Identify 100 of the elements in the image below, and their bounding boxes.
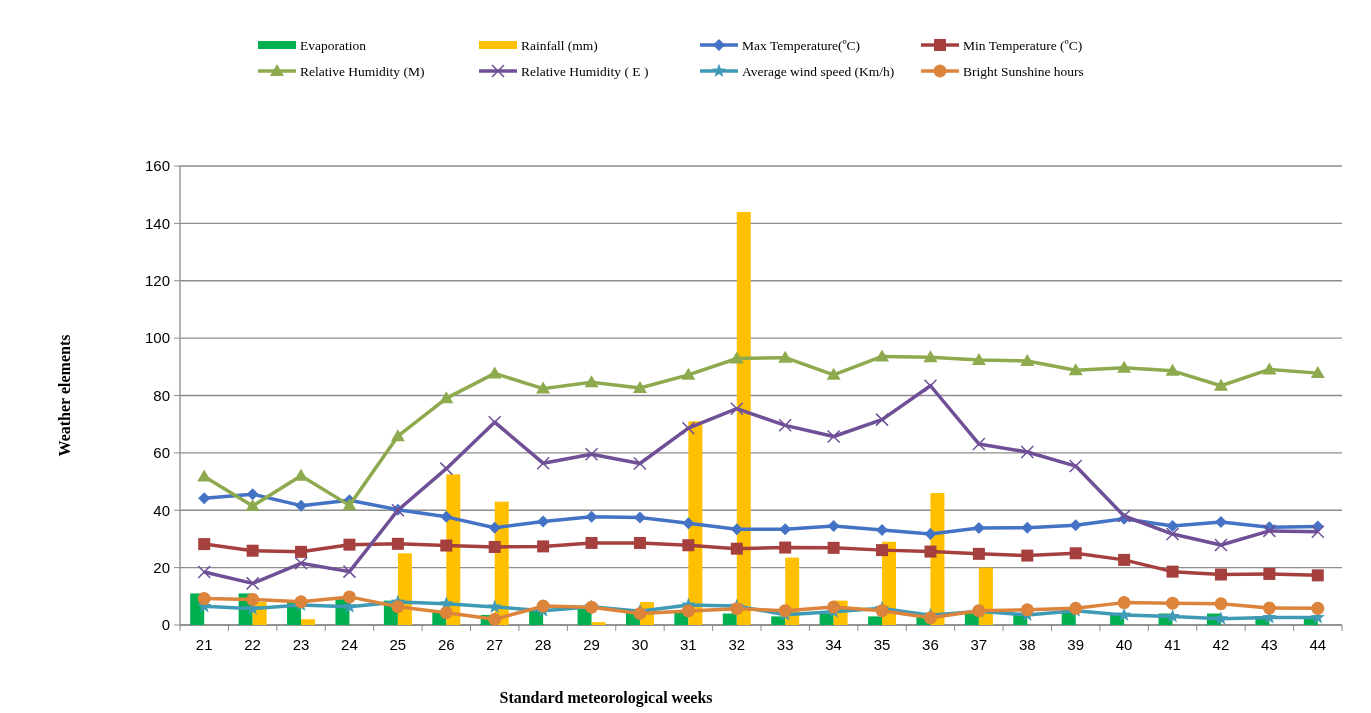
point: [730, 602, 744, 616]
point: [342, 564, 357, 579]
point: [390, 429, 405, 442]
point: [1021, 549, 1034, 562]
point: [1068, 459, 1083, 473]
x-tick-label: 33: [776, 636, 794, 653]
point: [295, 545, 308, 558]
point: [584, 447, 599, 462]
point: [1117, 596, 1131, 610]
point: [342, 498, 357, 511]
x-tick-label: 43: [1261, 636, 1278, 653]
point: [779, 523, 792, 536]
point: [342, 590, 356, 604]
point: [778, 418, 792, 433]
point: [1311, 525, 1325, 539]
x-axis-title: Standard meteorological weeks: [499, 689, 713, 707]
point: [1116, 607, 1132, 622]
bar: [722, 613, 737, 625]
y-tick-label: 160: [144, 157, 170, 175]
point: [682, 517, 695, 530]
legend-label: Evaporation: [300, 38, 367, 53]
point: [246, 544, 259, 557]
point: [1165, 608, 1180, 623]
point: [487, 599, 502, 613]
point: [924, 545, 937, 558]
point: [972, 547, 985, 560]
point: [681, 367, 696, 380]
x-tick-label: 44: [1309, 636, 1327, 653]
point: [923, 379, 938, 393]
point: [1262, 524, 1277, 538]
x-tick-label: 37: [970, 636, 988, 653]
point: [439, 391, 454, 404]
point: [1262, 362, 1277, 375]
point: [1165, 527, 1180, 541]
point: [1020, 603, 1034, 617]
x-tick-label: 24: [341, 636, 358, 653]
point: [245, 498, 260, 511]
x-tick-label: 25: [389, 636, 407, 653]
x-tick-label: 27: [486, 636, 504, 653]
point: [1310, 366, 1325, 379]
point: [1214, 597, 1228, 611]
point: [295, 499, 308, 512]
legend-label: Max Temperature(ºC): [742, 38, 861, 53]
legend-label: Average wind speed (Km/h): [742, 64, 895, 79]
point: [439, 606, 453, 620]
x-tick-label: 23: [292, 636, 310, 653]
point: [294, 556, 308, 571]
point: [1213, 611, 1229, 625]
point: [343, 538, 356, 551]
point: [681, 604, 695, 618]
x-tick-label: 34: [825, 636, 842, 653]
point: [1069, 547, 1082, 560]
point: [536, 381, 551, 394]
x-tick-label: 40: [1115, 636, 1133, 653]
x-tick-label: 26: [437, 636, 455, 653]
point: [923, 611, 937, 625]
x-tick-label: 22: [244, 636, 261, 653]
point: [1165, 363, 1180, 376]
x-tick-label: 38: [1018, 636, 1036, 653]
y-tick-label: 20: [153, 558, 170, 576]
point: [633, 536, 646, 549]
point: [1166, 565, 1179, 578]
point: [826, 367, 841, 380]
legend-label: Relative Humidity (M): [300, 64, 425, 79]
point: [537, 540, 550, 553]
x-tick-label: 35: [873, 636, 891, 653]
point: [778, 350, 793, 363]
point: [1311, 569, 1324, 582]
y-tick-label: 120: [144, 272, 170, 289]
point: [1214, 538, 1228, 552]
point: [633, 456, 647, 471]
point: [971, 352, 986, 365]
point: [875, 349, 890, 362]
bar: [868, 616, 883, 625]
point: [488, 521, 501, 534]
point: [923, 350, 938, 363]
y-tick-label: 0: [161, 616, 170, 634]
x-tick-label: 42: [1212, 636, 1230, 653]
point: [1214, 568, 1227, 581]
point: [1166, 596, 1180, 610]
x-tick-label: 36: [922, 636, 939, 653]
x-tick-label: 29: [583, 636, 600, 653]
point: [585, 536, 598, 549]
point: [391, 537, 404, 550]
point: [440, 539, 453, 552]
legend-label: Relative Humidity ( E ): [521, 64, 649, 79]
bar: [591, 622, 606, 625]
point: [536, 456, 550, 470]
point: [729, 351, 744, 364]
point: [682, 539, 695, 552]
x-tick-label: 32: [728, 636, 746, 653]
point: [779, 541, 792, 554]
point: [537, 515, 550, 528]
point: [487, 366, 502, 379]
x-tick-label: 21: [195, 636, 213, 653]
y-tick-label: 140: [144, 214, 170, 232]
point: [198, 538, 211, 551]
point: [1213, 378, 1228, 391]
bar: [736, 211, 751, 625]
point: [1311, 601, 1325, 615]
